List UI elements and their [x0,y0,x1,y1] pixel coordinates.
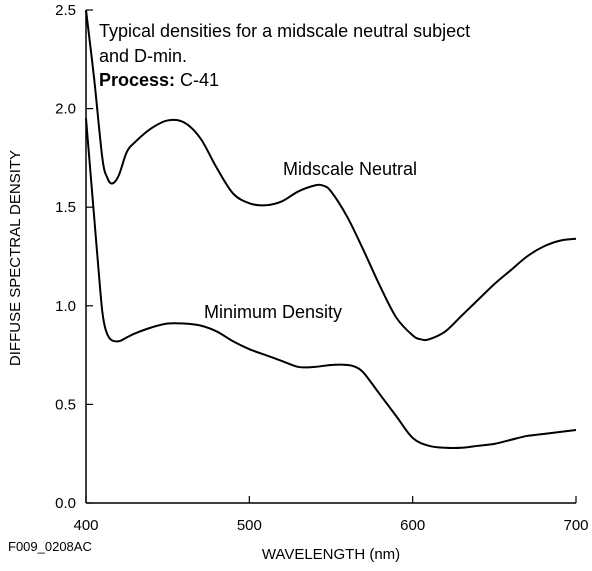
annotation-line-2: and D-min. [99,46,187,66]
process-label: Process: [99,70,175,90]
y-tick-label: 0.5 [55,396,76,413]
x-axis-title: WAVELENGTH (nm) [262,546,400,563]
y-tick-label: 1.0 [55,298,76,315]
series-label-midscale-neutral: Midscale Neutral [283,159,417,179]
process-value: C-41 [175,70,219,90]
y-tick-label: 2.5 [55,2,76,19]
y-tick-label: 0.0 [55,495,76,512]
series-label-minimum-density: Minimum Density [204,302,342,322]
series-group [85,9,577,450]
y-tick-label: 2.0 [55,101,76,118]
tick-group: 0.0 0.5 1.0 1.5 2.0 2.5 400 500 600 700 [55,2,588,534]
annotation-line-1: Typical densities for a midscale neutral… [99,21,470,41]
x-tick-label: 600 [400,517,425,534]
series-line-midscale-neutral [85,9,577,342]
y-tick-label: 1.5 [55,199,76,216]
x-tick-label: 700 [563,517,588,534]
series-line-minimum-density [85,118,577,450]
x-tick-label: 400 [73,517,98,534]
x-tick-label: 500 [237,517,262,534]
annotation-process: Process: C-41 [99,70,219,90]
figure-id: F009_0208AC [8,539,92,554]
y-axis-title: DIFFUSE SPECTRAL DENSITY [7,150,24,366]
